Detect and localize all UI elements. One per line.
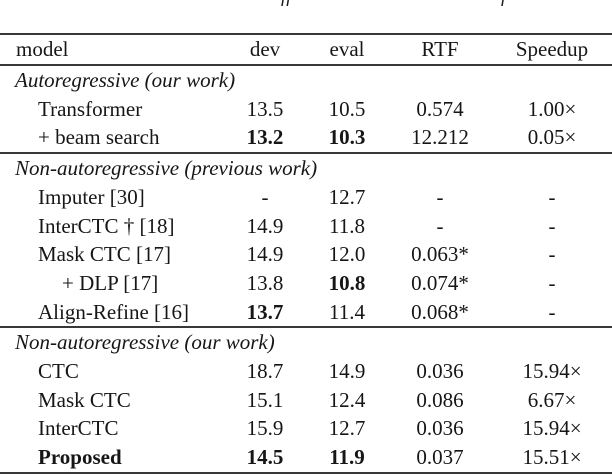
cell-eval: 12.7 <box>328 416 366 441</box>
results-table: model dev eval RTF Speedup Autoregressiv… <box>0 33 612 474</box>
section-title: Autoregressive (our work) <box>15 68 236 92</box>
cell-eval: 12.7 <box>328 184 366 209</box>
cell-rtf: 12.212 <box>411 125 469 150</box>
table-row: + DLP [17] 13.8 10.8 0.074* - <box>0 269 612 298</box>
cell-speedup: - <box>548 242 556 267</box>
cell-eval: 10.5 <box>328 96 366 121</box>
cell-eval: 14.9 <box>328 359 366 384</box>
cell-eval: 11.4 <box>329 299 365 324</box>
cell-model: Align-Refine [16] <box>38 299 190 324</box>
cell-dev: 15.1 <box>246 387 284 412</box>
cell-model: InterCTC <box>38 416 119 441</box>
cell-model: CTC <box>38 359 79 384</box>
cell-rtf: 0.574 <box>416 96 464 121</box>
cell-dev: 13.8 <box>246 270 284 295</box>
cell-rtf: - <box>436 184 444 209</box>
cell-dev: 13.2 <box>246 125 284 150</box>
cell-speedup: - <box>548 299 556 324</box>
column-header-model: model <box>16 37 69 61</box>
column-header-speedup: Speedup <box>515 37 589 61</box>
table-row: Align-Refine [16] 13.7 11.4 0.068* - <box>0 298 612 328</box>
cell-dev: 15.9 <box>246 416 284 441</box>
cell-dev: 14.9 <box>246 213 284 238</box>
cell-dev: 14.5 <box>246 445 284 470</box>
caption-fragment-right-text: f <box>501 0 517 8</box>
cell-model: Mask CTC <box>38 387 131 412</box>
table-row: Imputer [30] - 12.7 - - <box>0 183 612 212</box>
cell-model: InterCTC † [18] <box>38 213 175 238</box>
cell-model: + beam search <box>38 125 160 150</box>
cell-model: Mask CTC [17] <box>38 242 171 267</box>
cell-model: Imputer [30] <box>38 184 145 209</box>
cell-rtf: 0.074* <box>411 270 469 295</box>
cell-eval: 11.8 <box>329 213 365 238</box>
cell-eval: 11.9 <box>329 445 365 470</box>
cell-rtf: - <box>436 213 444 238</box>
cell-dev: - <box>261 184 269 209</box>
cell-speedup: - <box>548 184 556 209</box>
cell-speedup: - <box>548 213 556 238</box>
caption-fragment-left: ff <box>281 0 305 9</box>
table-row: Mask CTC [17] 14.9 12.0 0.063* - <box>0 240 612 269</box>
cell-dev: 18.7 <box>246 359 284 384</box>
cell-eval: 10.8 <box>328 270 366 295</box>
cell-speedup: 15.94× <box>522 416 582 441</box>
column-header-rtf: RTF <box>421 37 459 61</box>
table-row: Proposed 14.5 11.9 0.037 15.51× <box>0 443 612 473</box>
section-header-row: Non-autoregressive (our work) <box>0 327 612 357</box>
cell-dev: 13.7 <box>246 299 284 324</box>
cell-eval: 10.3 <box>328 125 366 150</box>
table-row: CTC 18.7 14.9 0.036 15.94× <box>0 357 612 386</box>
caption-fragment-right: f <box>501 0 517 9</box>
cell-model: Transformer <box>38 96 143 121</box>
header-row: model dev eval RTF Speedup <box>0 34 612 65</box>
cell-eval: 12.4 <box>328 387 366 412</box>
column-header-dev: dev <box>249 37 281 61</box>
caption-fragment-left-text: ff <box>281 0 305 8</box>
cell-rtf: 0.086 <box>416 387 464 412</box>
cell-speedup: 15.51× <box>522 445 582 470</box>
cell-rtf: 0.068* <box>411 299 469 324</box>
cell-model: Proposed <box>38 445 122 470</box>
cell-model: + DLP [17] <box>62 270 159 295</box>
table-row: InterCTC † [18] 14.9 11.8 - - <box>0 212 612 241</box>
cell-rtf: 0.036 <box>416 359 464 384</box>
cell-rtf: 0.063* <box>411 242 469 267</box>
cell-speedup: 0.05× <box>527 125 577 150</box>
section-title: Non-autoregressive (previous work) <box>15 156 318 181</box>
section-header-row: Autoregressive (our work) <box>0 65 612 95</box>
cell-speedup: - <box>548 270 556 295</box>
cell-speedup: 6.67× <box>527 387 577 412</box>
section-header-row: Non-autoregressive (previous work) <box>0 153 612 183</box>
cell-speedup: 1.00× <box>527 96 577 121</box>
cell-dev: 14.9 <box>246 242 284 267</box>
table-row: Mask CTC 15.1 12.4 0.086 6.67× <box>0 386 612 415</box>
table-row: Transformer 13.5 10.5 0.574 1.00× <box>0 95 612 124</box>
cell-rtf: 0.037 <box>416 445 464 470</box>
cell-rtf: 0.036 <box>416 416 464 441</box>
cell-eval: 12.0 <box>328 242 366 267</box>
cell-speedup: 15.94× <box>522 359 582 384</box>
column-header-eval: eval <box>329 37 365 61</box>
table-row: + beam search 13.2 10.3 12.212 0.05× <box>0 123 612 153</box>
table-row: InterCTC 15.9 12.7 0.036 15.94× <box>0 414 612 443</box>
section-title: Non-autoregressive (our work) <box>15 330 275 355</box>
cell-dev: 13.5 <box>246 96 284 121</box>
